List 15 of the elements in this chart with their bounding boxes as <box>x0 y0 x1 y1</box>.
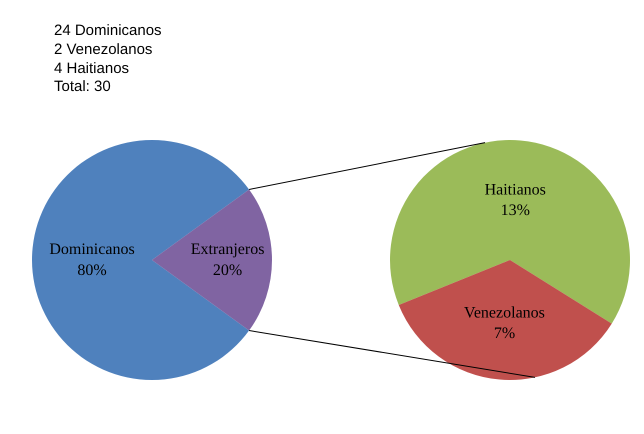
text: 2 Venezolanos <box>54 41 152 58</box>
text: 4 Haitianos <box>54 60 130 77</box>
text: 24 Dominicanos <box>54 22 162 39</box>
pie-slice <box>398 260 612 380</box>
data-label: 20% <box>212 262 242 279</box>
data-label: 7% <box>494 325 516 342</box>
data-label: 13% <box>500 202 530 220</box>
data-label: 80% <box>77 262 107 279</box>
pie-slice <box>390 140 630 324</box>
slice-label: Venezolanos <box>464 304 545 322</box>
slice-label: Extranjeros <box>190 241 264 258</box>
slice-label: Haitianos <box>484 181 546 198</box>
text: Total: 30 <box>54 78 111 95</box>
pie-slice <box>152 189 272 331</box>
slice-label: Dominicanos <box>49 241 135 258</box>
